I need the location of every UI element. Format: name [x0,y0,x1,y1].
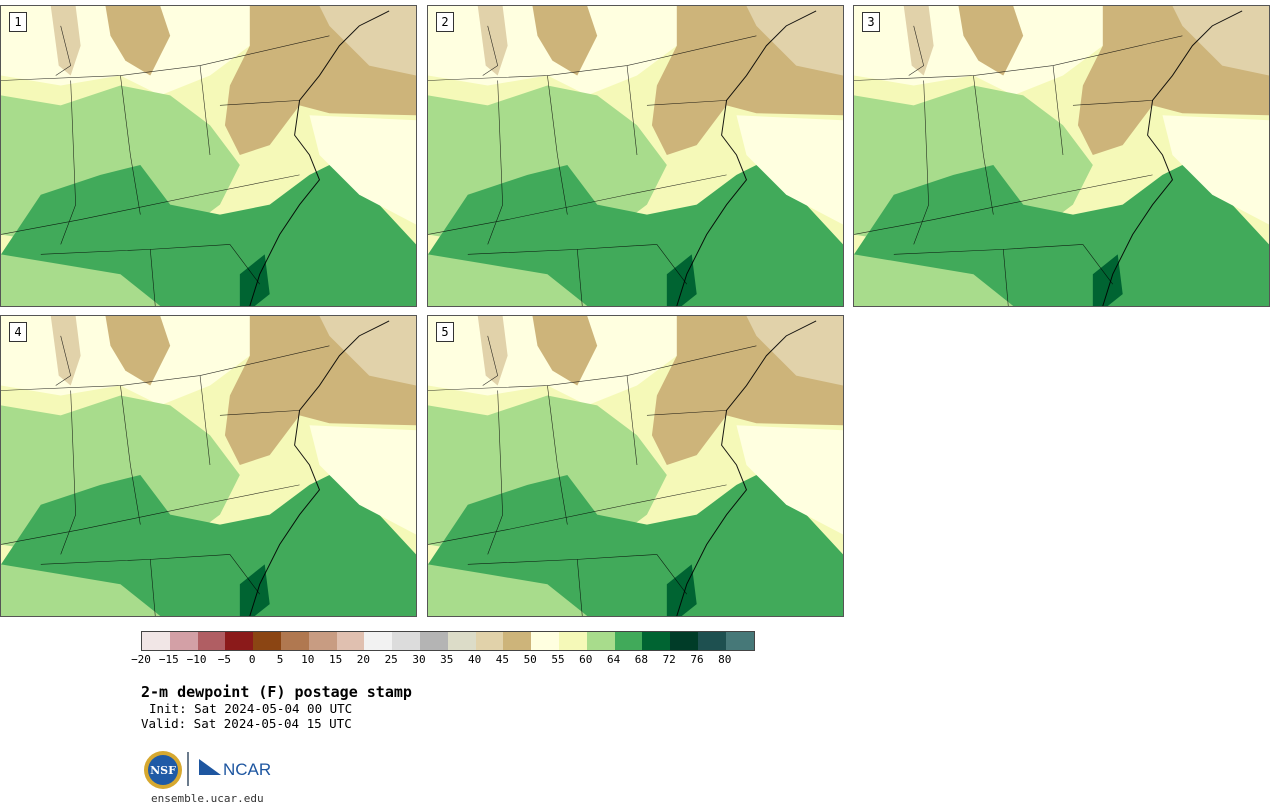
page-title: 2-m dewpoint (F) postage stamp [141,683,412,701]
colorbar-tick-label: 10 [301,653,315,666]
panel-number: 4 [9,322,27,342]
colorbar-segment [197,632,226,650]
valid-time: Valid: Sat 2024-05-04 15 UTC [141,716,352,731]
colorbar-segment [142,632,170,650]
colorbar-segment [169,632,198,650]
colorbar-segment [253,632,281,650]
ncar-mark-icon: NCAR [199,759,271,779]
colorbar-segment [392,632,420,650]
colorbar-tick-label: 5 [276,653,284,666]
colorbar-tick-label: 68 [634,653,649,666]
colorbar-tick-label: 20 [356,653,371,666]
nsf-globe-icon: NSF [144,751,182,789]
map-panel-2: 2 [427,5,844,307]
dewpoint-map-3 [854,6,1269,306]
colorbar-segment [586,632,615,650]
colorbar-ticks: −20 −15 −10 −5 0 5 10 15 20 25 30 35 40 45 50 55 60 64 68 7… [131,653,761,667]
dewpoint-map-5 [428,316,843,616]
colorbar-tick-label: 30 [412,653,426,666]
colorbar-segment [225,632,254,650]
map-panel-4: 4 [0,315,417,617]
colorbar-tick-label: 0 [248,653,256,666]
colorbar-tick-label: −15 [158,653,179,666]
colorbar-tick-label: 80 [718,653,732,666]
colorbar-tick-label: 45 [495,653,510,666]
colorbar-segment [308,632,337,650]
dewpoint-colorbar [141,631,755,651]
panel-number: 3 [862,12,880,32]
map-panel-5: 5 [427,315,844,617]
colorbar-segment [503,632,532,650]
dewpoint-map-1 [1,6,416,306]
colorbar-segment [531,632,559,650]
colorbar-segment [614,632,643,650]
colorbar-tick-label: −10 [186,653,207,666]
init-time: Init: Sat 2024-05-04 00 UTC [149,701,353,716]
colorbar-tick-label: 40 [467,653,482,666]
site-url: ensemble.ucar.edu [151,792,264,805]
colorbar-tick-label: 76 [690,653,704,666]
colorbar-segment [475,632,504,650]
colorbar-segment [364,632,393,650]
colorbar-segment [697,632,726,650]
colorbar-segment [447,632,476,650]
map-panel-3: 3 [853,5,1270,307]
colorbar-tick-label: 72 [662,653,676,666]
panel-number: 5 [436,322,454,342]
colorbar-segment [336,632,365,650]
colorbar-tick-label: 64 [606,653,621,666]
colorbar-tick-label: −5 [217,653,232,666]
colorbar-tick-label: 60 [579,653,593,666]
dewpoint-map-4 [1,316,416,616]
panel-number: 2 [436,12,454,32]
logo-divider [187,752,189,786]
dewpoint-map-2 [428,6,843,306]
colorbar-segment [419,632,448,650]
colorbar-tick-label: −20 [131,653,151,666]
colorbar-tick-label: 25 [384,653,398,666]
colorbar-tick-label: 35 [440,653,454,666]
colorbar-tick-label: 50 [523,653,537,666]
colorbar-segment [642,632,671,650]
svg-text:NSF: NSF [150,764,176,777]
colorbar-segment [670,632,698,650]
colorbar-tick-label: 15 [328,653,343,666]
panel-number: 1 [9,12,27,32]
map-panel-1: 1 [0,5,417,307]
colorbar-segment [280,632,309,650]
colorbar-tick-label: 55 [551,653,565,666]
colorbar-segment [725,632,754,650]
colorbar-segment [558,632,587,650]
svg-text:NCAR: NCAR [223,760,271,779]
